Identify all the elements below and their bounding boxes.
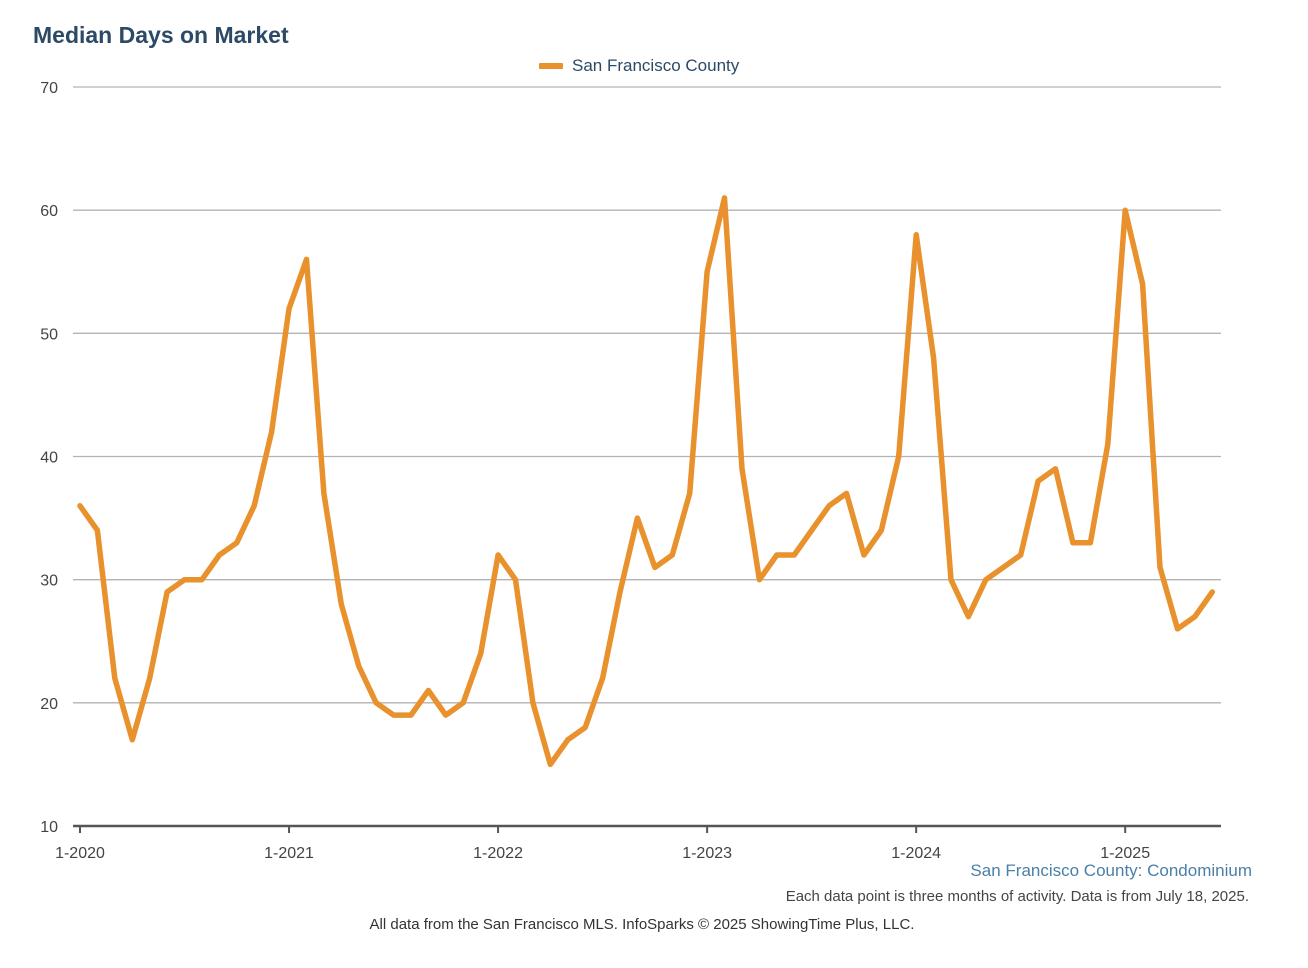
x-tick-label-1-2020: 1-2020 [55,845,105,862]
legend: San Francisco County [539,56,739,76]
chart-subtitle: San Francisco County: Condominium [970,861,1252,880]
y-tick-label-30: 30 [40,573,58,590]
y-tick-label-40: 40 [40,450,58,467]
y-tick-label-50: 50 [40,326,58,343]
y-tick-label-20: 20 [40,696,58,713]
x-tick-label-1-2025: 1-2025 [1100,845,1150,862]
x-tick-label-1-2022: 1-2022 [473,845,523,862]
x-tick-label-1-2024: 1-2024 [891,845,941,862]
legend-label-san-francisco-county: San Francisco County [572,56,740,75]
x-tick-label-1-2021: 1-2021 [264,845,314,862]
series-layer [77,195,1216,768]
axis-layer: 10 20 30 40 50 60 70 1-2020 1-2021 1-2022 1-2023 1-… [40,80,1221,862]
y-tick-label-60: 60 [40,203,58,220]
legend-swatch [539,63,563,69]
data-note: Each data point is three months of activ… [785,888,1249,905]
x-tick-label-1-2023: 1-2023 [682,845,732,862]
data-credit: All data from the San Francisco MLS. Inf… [369,916,915,933]
y-tick-label-10: 10 [40,819,58,836]
chart-title: Median Days on Market [33,22,289,48]
series-line-san-francisco-county [77,195,1216,768]
grid-layer [73,86,1221,704]
y-tick-label-70: 70 [40,80,58,97]
